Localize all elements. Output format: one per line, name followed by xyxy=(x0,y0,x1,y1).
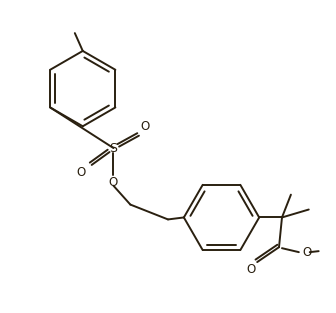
Text: S: S xyxy=(110,141,118,155)
Text: O: O xyxy=(109,176,118,189)
Text: O: O xyxy=(302,246,311,259)
Text: O: O xyxy=(76,166,85,179)
Text: O: O xyxy=(140,120,150,133)
Text: O: O xyxy=(247,264,256,276)
